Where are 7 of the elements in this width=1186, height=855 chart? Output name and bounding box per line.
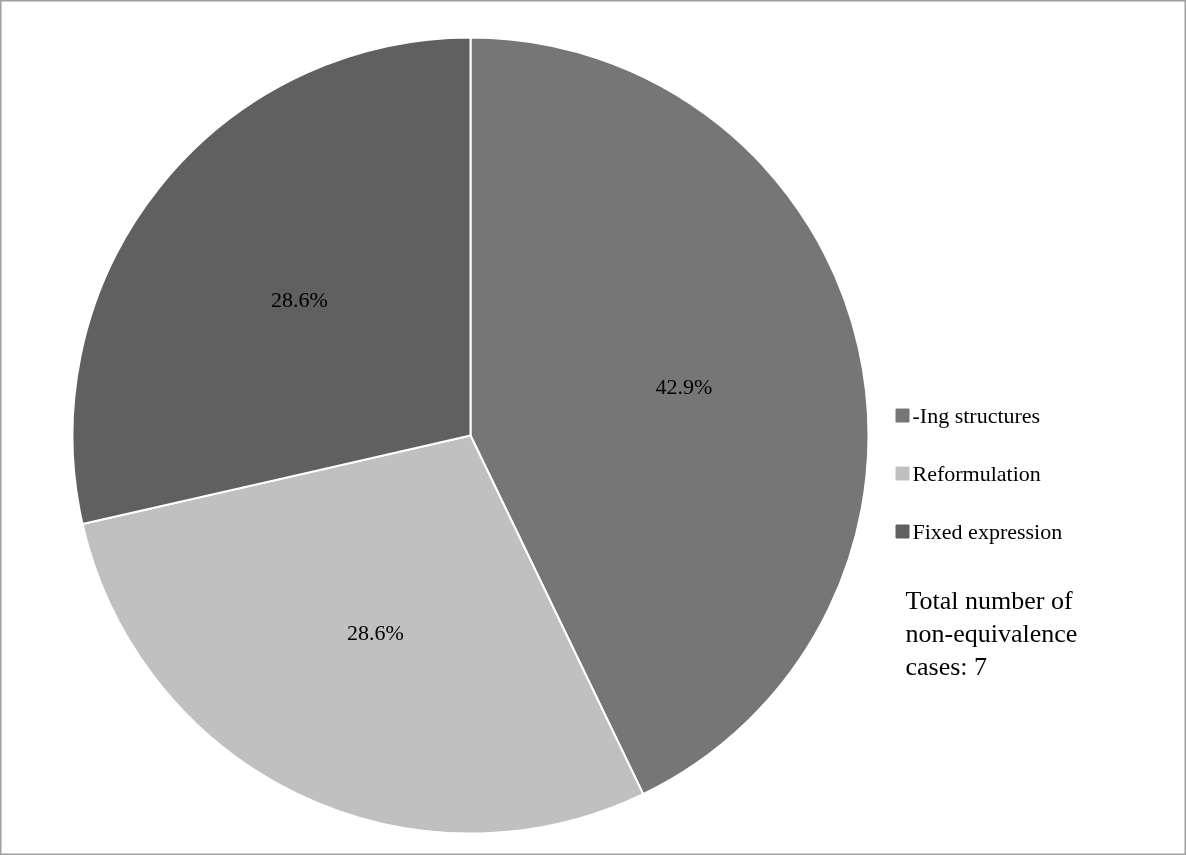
data-label: 28.6% [347, 620, 404, 646]
data-label: 42.9% [655, 374, 713, 400]
legend-label: -Ing structures [912, 403, 1041, 428]
text: Total number of non-equivalence cases: 7 [905, 585, 1078, 682]
data-label: 28.6% [270, 286, 328, 312]
legend-label: Reformulation [912, 461, 1041, 486]
legend-label: Fixed expression [912, 519, 1063, 544]
